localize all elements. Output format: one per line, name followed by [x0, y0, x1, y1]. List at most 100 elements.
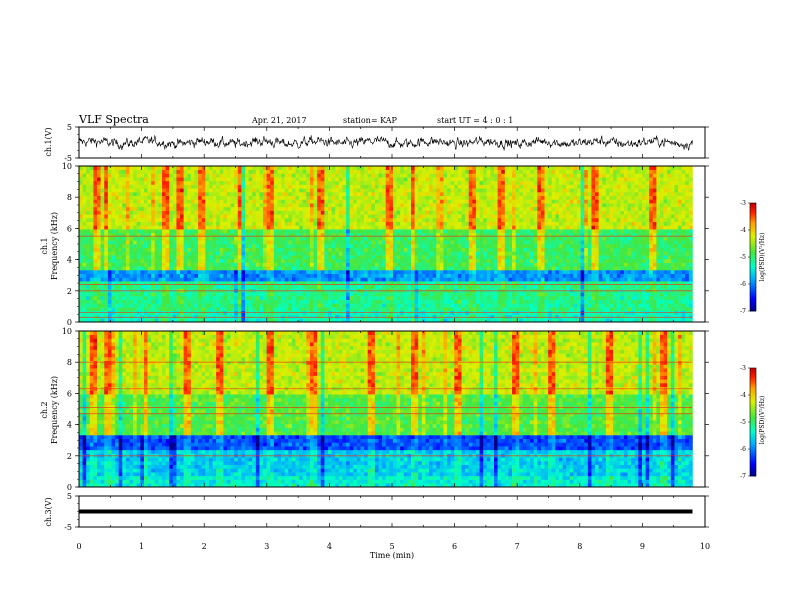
ch1-spectrogram-cell [494, 270, 498, 275]
ch1-spectrogram-cell [125, 303, 130, 308]
ch1-spectrogram-cell [198, 251, 202, 256]
ch1-spectrogram-cell [374, 166, 379, 171]
ch1-spectrogram-cell [349, 284, 354, 289]
ch1-spectrogram-cell [107, 192, 112, 197]
ch1-spectrogram-cell [162, 247, 166, 252]
ch1-spectrogram-cell [89, 225, 94, 230]
ch1-spectrogram-cell [223, 177, 228, 182]
ch1-spectrogram-cell [82, 206, 87, 211]
ch1-spectrogram-cell [176, 262, 181, 267]
ch1-spectrogram-cell [457, 177, 462, 182]
ch1-spectrogram-cell [411, 247, 415, 252]
ch1-spectrogram-cell [302, 229, 307, 234]
ch1-spectrogram-cell [208, 166, 213, 171]
ch1-spectrogram-cell [356, 210, 361, 215]
ch1-spectrogram-cell [129, 188, 134, 193]
ch1-spectrogram-cell [475, 270, 480, 275]
ch1-spectrogram-cell [183, 232, 188, 237]
ch1-spectrogram-cell [158, 210, 163, 215]
ch1-spectrogram-cell [356, 270, 361, 275]
ch1-spectrogram-cell [122, 244, 127, 249]
ch1-spectrogram-cell [205, 284, 210, 289]
ch1-spectrogram-cell [414, 206, 419, 211]
ch1-spectrogram-cell [295, 232, 300, 237]
ch1-spectrogram-cell [252, 188, 257, 193]
ch1-spectrogram-cell [472, 292, 477, 297]
ch1-spectrogram-cell [281, 262, 285, 267]
ch1-spectrogram-cell [382, 225, 387, 230]
ch1-spectrogram-cell [324, 206, 329, 211]
ch1-spectrogram-cell [328, 273, 332, 278]
ch1-spectrogram-cell [338, 169, 343, 174]
ch1-spectrogram-cell [136, 195, 141, 200]
ch1-spectrogram-cell [201, 236, 206, 241]
ch1-spectrogram-cell [172, 284, 177, 289]
ch1-spectrogram-cell [465, 255, 470, 260]
ch1-spectrogram-cell [172, 314, 177, 319]
ch1-spectrogram-cell [194, 173, 199, 178]
ch1-spectrogram-cell [133, 192, 138, 197]
ch1-spectrogram-cell [201, 270, 206, 275]
ch1-spectrogram-cell [454, 255, 459, 260]
ch1-spectrogram-cell [360, 284, 365, 289]
ch1-spectrogram-cell [400, 232, 405, 237]
ch1-spectrogram-cell [216, 281, 221, 286]
ch1-spectrogram-cell [494, 232, 498, 237]
ch1-spectrogram-cell [259, 184, 264, 189]
ch1-spectrogram-cell [389, 251, 394, 256]
ch1-spectrogram-cell [439, 225, 444, 230]
ch1-spectrogram-cell [129, 318, 134, 323]
ch1-spectrogram-cell [342, 299, 347, 304]
ch1-spectrogram-cell [389, 262, 394, 267]
ch1-spectrogram-cell [187, 266, 192, 271]
ch1-spectrogram-cell [162, 303, 166, 308]
ch1-spectrogram-cell [187, 177, 192, 182]
ch1-spectrogram-cell [151, 292, 156, 297]
ch1-spectrogram-cell [400, 218, 405, 223]
ch1-spectrogram-cell [111, 258, 116, 263]
ch1-spectrogram-cell [180, 232, 184, 237]
ch1-spectrogram-cell [165, 273, 170, 278]
ch1-spectrogram-cell [237, 177, 242, 182]
ch1-spectrogram-cell [125, 255, 130, 260]
ch1-spectrogram-cell [450, 206, 455, 211]
ch1-spectrogram-cell [100, 173, 105, 178]
ch1-spectrogram-cell [396, 199, 401, 204]
ch1-spectrogram-cell [447, 206, 451, 211]
ch1-spectrogram-cell [89, 206, 94, 211]
ch1-spectrogram-cell [266, 218, 271, 223]
ch1-spectrogram-cell [483, 236, 488, 241]
ch1-spectrogram-cell [201, 318, 206, 323]
ch1-spectrogram-cell [162, 296, 166, 301]
ch1-spectrogram-cell [436, 184, 441, 189]
ch1-spectrogram-cell [494, 225, 498, 230]
ch1-spectrogram-cell [309, 318, 314, 323]
ch1-spectrogram-cell [389, 277, 394, 282]
ch1-spectrogram-cell [299, 314, 304, 319]
ch1-spectrogram-cell [187, 247, 192, 252]
ch1-spectrogram-cell [208, 266, 213, 271]
ch1-spectrogram-cell [263, 192, 267, 197]
ch1-spectrogram-cell [302, 314, 307, 319]
ch1-spectrogram-cell [472, 307, 477, 312]
ch1-spectrogram-cell [392, 221, 397, 226]
ch1-spectrogram-cell [490, 247, 495, 252]
ch1-spectrogram-cell [100, 262, 105, 267]
ch1-spectrogram-cell [364, 273, 368, 278]
ch1-spectrogram-cell [255, 221, 260, 226]
ch1-spectrogram-cell [454, 284, 459, 289]
ch1-spectrogram-cell [497, 296, 502, 301]
ch1-spectrogram-cell [414, 307, 419, 312]
ch1-spectrogram-cell [302, 225, 307, 230]
ch1-spectrogram-cell [374, 314, 379, 319]
ch1-spectrogram-cell [136, 184, 141, 189]
ch1-spectrogram-cell [89, 240, 94, 245]
ch1-spectrogram-cell [248, 244, 253, 249]
ch1-spectrogram-cell [468, 173, 473, 178]
ch1-spectrogram-cell [378, 266, 383, 271]
ch1-spectrogram-cell [349, 184, 354, 189]
ch1-spectrogram-cell [263, 296, 267, 301]
ch1-spectrogram-cell [245, 236, 249, 241]
ch1-spectrogram-cell [165, 221, 170, 226]
ch1-spectrogram-cell [317, 314, 322, 319]
